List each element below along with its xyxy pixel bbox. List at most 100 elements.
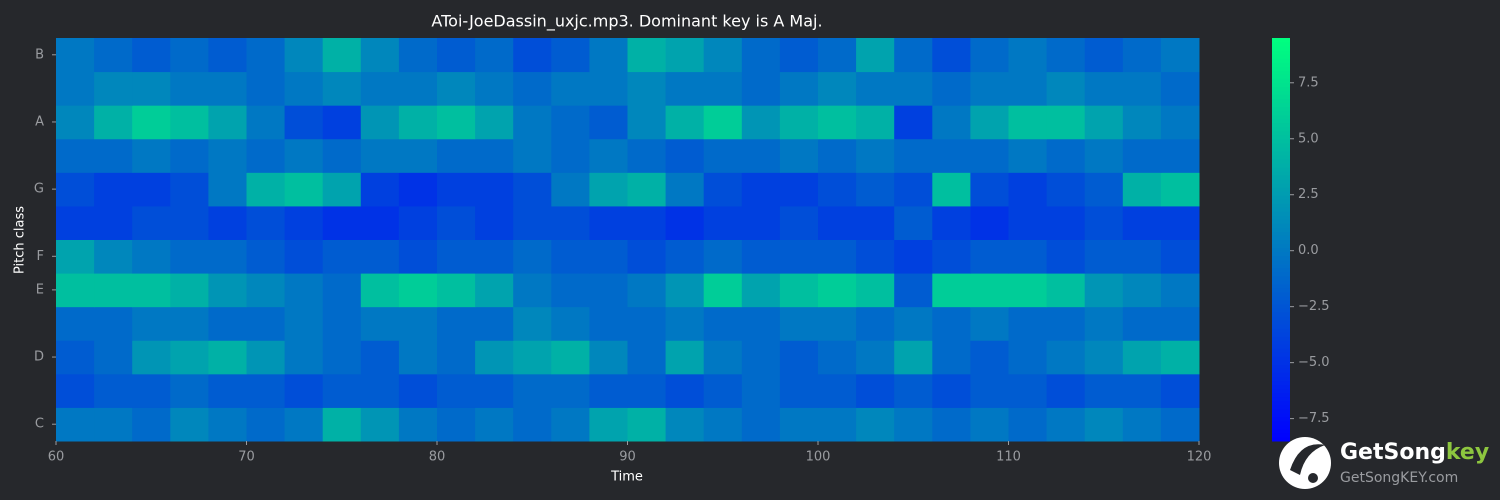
heatmap-cell <box>932 340 971 375</box>
heatmap-cell <box>932 138 971 173</box>
colorbar-segment <box>1272 138 1290 144</box>
heatmap-cell <box>932 205 971 240</box>
colorbar-segment <box>1272 175 1290 180</box>
heatmap-cell <box>1046 205 1086 240</box>
heatmap-cell <box>627 239 667 274</box>
colorbar-segment <box>1272 158 1290 164</box>
colorbar-segment <box>1272 360 1290 365</box>
heatmap-cell <box>437 273 476 308</box>
colorbar-segment <box>1272 283 1290 289</box>
heatmap-cell <box>1008 205 1048 240</box>
heatmap-cell <box>551 71 590 106</box>
heatmap-cell <box>741 172 781 207</box>
heatmap-cell <box>56 239 95 274</box>
heatmap-cell <box>551 273 590 308</box>
heatmap-cell <box>589 105 628 140</box>
heatmap-cell <box>208 38 247 73</box>
heatmap-cell <box>513 138 552 173</box>
colorbar-segment <box>1272 408 1290 414</box>
heatmap-cell <box>56 273 95 308</box>
heatmap-cell <box>513 38 552 73</box>
x-tick-label: 100 <box>806 450 831 465</box>
heatmap-cell <box>627 172 667 207</box>
heatmap-cell <box>970 38 1009 73</box>
heatmap-cell <box>970 205 1009 240</box>
colorbar-segment <box>1272 74 1290 79</box>
heatmap-cell <box>627 205 667 240</box>
heatmap-cell <box>856 172 895 207</box>
colorbar-segment <box>1272 46 1290 51</box>
colorbar-tick-label: 5.0 <box>1298 131 1319 146</box>
colorbar-segment <box>1272 279 1290 285</box>
heatmap-cell <box>56 71 95 106</box>
colorbar-segment <box>1272 384 1290 390</box>
heatmap-cell <box>208 273 247 308</box>
heatmap-cell <box>894 71 933 106</box>
colorbar-segment <box>1272 328 1290 333</box>
brand: GetSongkey <box>1340 440 1489 465</box>
heatmap-cell <box>513 306 552 341</box>
heatmap-cell <box>170 306 209 341</box>
heatmap-cell <box>894 340 933 375</box>
heatmap-cell <box>513 172 552 207</box>
colorbar-segment <box>1272 183 1290 188</box>
heatmap-cell <box>627 273 667 308</box>
heatmap-cell <box>475 239 514 274</box>
heatmap-cell <box>779 172 819 207</box>
heatmap-cell <box>284 105 324 140</box>
heatmap-cell <box>246 407 286 442</box>
heatmap-cell <box>1046 239 1086 274</box>
colorbar-segment <box>1272 364 1290 369</box>
heatmap-cell <box>970 105 1009 140</box>
colorbar-segment <box>1272 203 1290 208</box>
heatmap-cell <box>818 105 857 140</box>
colorbar-segment <box>1272 340 1290 345</box>
heatmap-cell <box>894 373 933 408</box>
heatmap-cell <box>589 340 628 375</box>
heatmap-cell <box>1046 38 1086 73</box>
heatmap-cell <box>970 273 1009 308</box>
heatmap-cell <box>132 71 171 106</box>
heatmap-cell <box>246 373 286 408</box>
heatmap-cell <box>1046 407 1086 442</box>
colorbar-segment <box>1272 308 1290 313</box>
colorbar-segment <box>1272 94 1290 99</box>
heatmap-cell <box>932 273 971 308</box>
heatmap-cell <box>94 71 133 106</box>
heatmap-cell <box>170 138 209 173</box>
heatmap-cell <box>932 105 971 140</box>
heatmap-cell <box>627 71 667 106</box>
heatmap-cell <box>551 306 590 341</box>
heatmap-cell <box>246 306 286 341</box>
heatmap-cell <box>665 138 705 173</box>
heatmap-cell <box>322 205 362 240</box>
heatmap-cell <box>360 71 400 106</box>
colorbar-segment <box>1272 291 1290 297</box>
heatmap-cell <box>1160 273 1200 308</box>
heatmap-cell <box>551 340 590 375</box>
heatmap-cell <box>360 407 400 442</box>
heatmap-cell <box>665 239 705 274</box>
colorbar-segment <box>1272 154 1290 160</box>
colorbar-segment <box>1272 134 1290 140</box>
colorbar-segment <box>1272 130 1290 136</box>
heatmap-cell <box>398 71 438 106</box>
heatmap-cell <box>856 306 895 341</box>
heatmap-cell <box>970 71 1009 106</box>
colorbar-tick-label: 7.5 <box>1298 75 1319 90</box>
heatmap-cell <box>627 306 667 341</box>
heatmap-cell <box>779 239 819 274</box>
heatmap-cell <box>894 407 933 442</box>
heatmap-cell <box>94 205 133 240</box>
heatmap-cell <box>1008 273 1048 308</box>
heatmap-cell <box>1046 340 1086 375</box>
colorbar-tick-label: −2.5 <box>1298 299 1330 314</box>
colorbar-segment <box>1272 424 1290 430</box>
heatmap-cell <box>513 239 552 274</box>
heatmap-cell <box>779 407 819 442</box>
heatmap-cell <box>894 105 933 140</box>
heatmap-cell <box>56 306 95 341</box>
heatmap-cell <box>94 273 133 308</box>
colorbar-segment <box>1272 170 1290 176</box>
heatmap-cell <box>703 205 743 240</box>
